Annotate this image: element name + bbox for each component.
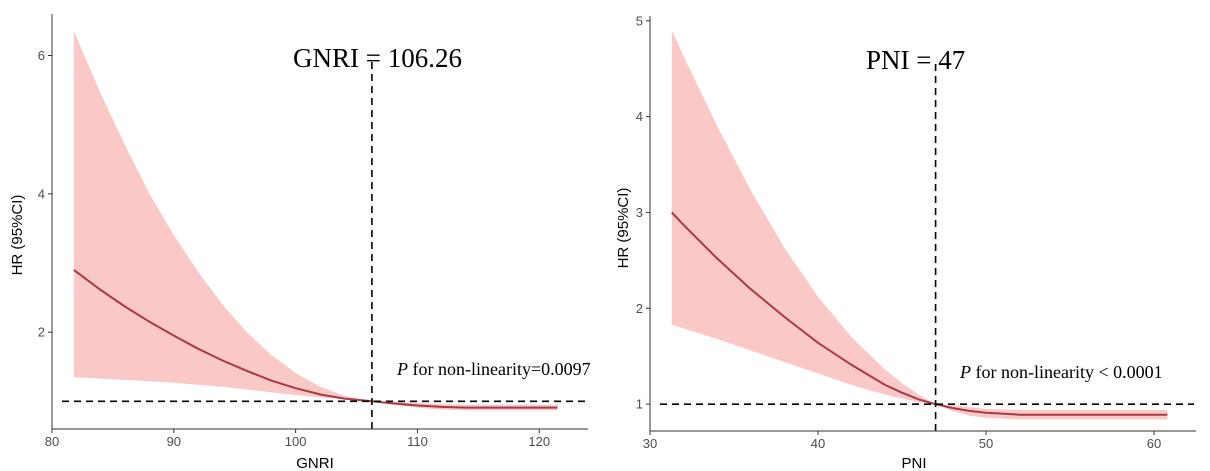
gnri-y-tick-label: 6 <box>38 48 45 63</box>
pni-cutoff-annotation: PNI = 47 <box>866 45 965 75</box>
gnri-cutoff-annotation: GNRI = 106.26 <box>293 43 462 73</box>
pni-x-tick-label: 40 <box>811 436 825 451</box>
gnri-x-tick-label: 80 <box>45 434 59 449</box>
gnri-hr-curve <box>73 269 558 409</box>
pni-y-tick-label: 5 <box>636 13 643 28</box>
gnri-x-tick-label: 100 <box>285 434 307 449</box>
gnri-x-tick-label: 90 <box>167 434 181 449</box>
pni-x-ticks: 30 40 50 60 <box>643 431 1161 451</box>
pni-x-axis-title: PNI <box>901 455 926 471</box>
pni-y-tick-label: 2 <box>636 301 643 316</box>
gnri-confidence-band <box>73 31 558 411</box>
pni-y-tick-label: 4 <box>636 109 643 124</box>
gnri-y-tick-label: 2 <box>38 325 45 340</box>
pni-confidence-band <box>671 30 1168 420</box>
pni-p-text: for non-linearity < 0.0001 <box>971 362 1163 382</box>
gnri-panel: 80 90 100 110 120 2 4 6 GNRI HR (95%CI) … <box>9 14 591 471</box>
gnri-x-ticks: 80 90 100 110 120 <box>45 429 550 449</box>
gnri-x-tick-label: 120 <box>528 434 550 449</box>
gnri-p-annotation: P for non-linearity=0.0097 <box>396 359 591 379</box>
pni-hr-curve <box>671 211 1168 416</box>
pni-y-tick-label: 3 <box>636 205 643 220</box>
pni-x-tick-label: 50 <box>979 436 993 451</box>
gnri-p-text: for non-linearity=0.0097 <box>408 359 591 379</box>
pni-panel: 30 40 50 60 1 2 3 4 5 PNI HR (95%CI) PNI… <box>615 13 1196 471</box>
gnri-p-symbol: P <box>396 359 408 379</box>
gnri-y-tick-label: 4 <box>38 186 45 201</box>
pni-p-annotation: P for non-linearity < 0.0001 <box>959 362 1163 382</box>
gnri-y-axis-title: HR (95%CI) <box>9 195 26 276</box>
pni-x-tick-label: 60 <box>1147 436 1161 451</box>
pni-x-tick-label: 30 <box>643 436 657 451</box>
pni-y-ticks: 1 2 3 4 5 <box>636 13 650 412</box>
gnri-x-axis-title: GNRI <box>296 455 334 471</box>
pni-y-tick-label: 1 <box>636 397 643 412</box>
gnri-y-ticks: 2 4 6 <box>38 48 52 340</box>
pni-y-axis-title: HR (95%CI) <box>615 188 632 269</box>
pni-p-symbol: P <box>959 362 971 382</box>
gnri-x-tick-label: 110 <box>407 434 428 449</box>
